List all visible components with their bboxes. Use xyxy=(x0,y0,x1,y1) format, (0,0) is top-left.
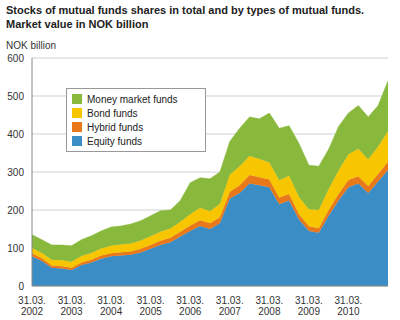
svg-text:300: 300 xyxy=(8,167,24,178)
svg-text:31.03.2002: 31.03.2002 xyxy=(18,295,46,317)
svg-text:31.03.2003: 31.03.2003 xyxy=(58,295,86,317)
svg-text:31.03.2007: 31.03.2007 xyxy=(216,295,244,317)
html-text:Money market funds: Money market funds xyxy=(87,93,178,105)
svg-text:31.03.2005: 31.03.2005 xyxy=(137,295,165,317)
svg-text:400: 400 xyxy=(8,129,24,140)
html-text:NOK billion: NOK billion xyxy=(6,40,56,51)
svg-text:500: 500 xyxy=(8,91,24,102)
svg-text:600: 600 xyxy=(8,53,24,64)
svg-text:31.03.2009: 31.03.2009 xyxy=(295,295,323,317)
html-text:Equity funds: Equity funds xyxy=(87,135,142,147)
svg-text:100: 100 xyxy=(8,243,24,254)
svg-text:31.03.2010: 31.03.2010 xyxy=(335,295,363,317)
html-text:Stocks of mutual funds shares: Stocks of mutual funds shares in total a… xyxy=(6,4,365,16)
html-text:Hybrid funds: Hybrid funds xyxy=(87,121,144,133)
svg-text:0: 0 xyxy=(18,281,24,292)
html-text:Bond funds: Bond funds xyxy=(87,107,138,119)
svg-text:31.03.2004: 31.03.2004 xyxy=(97,295,125,317)
svg-text:200: 200 xyxy=(8,205,24,216)
svg-text:31.03.2006: 31.03.2006 xyxy=(176,295,204,317)
html-text:Market value in NOK billion: Market value in NOK billion xyxy=(6,18,149,30)
svg-text:31.03.2008: 31.03.2008 xyxy=(255,295,283,317)
